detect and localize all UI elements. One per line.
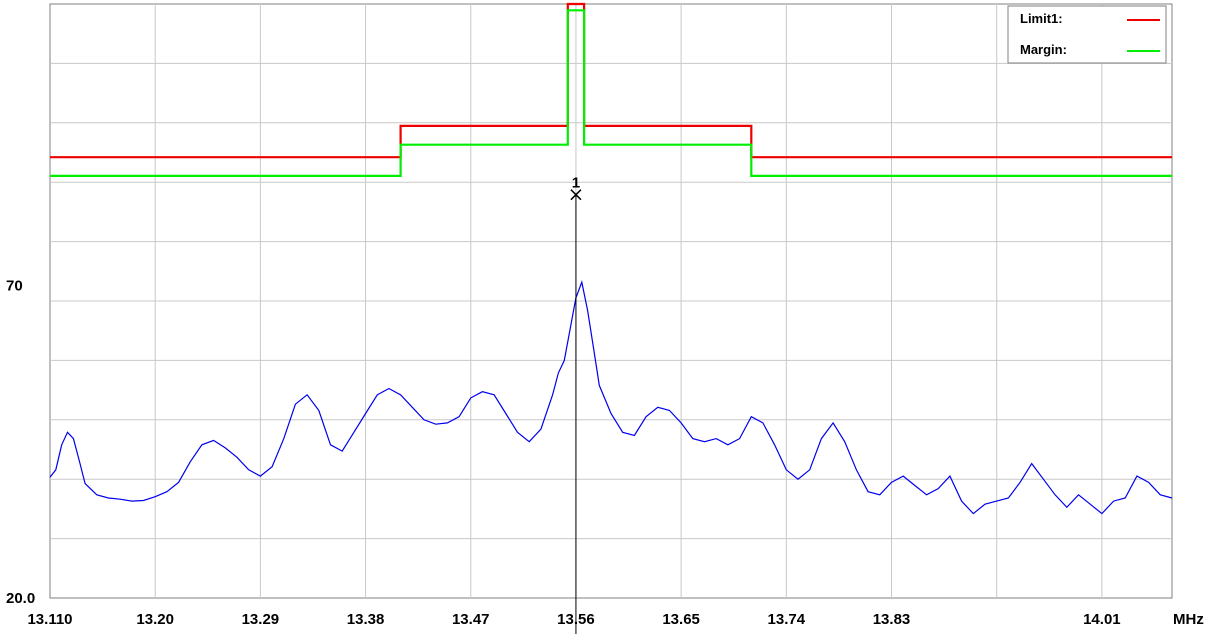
marker-cross [570, 189, 582, 201]
legend: Limit1: Margin: [1007, 5, 1167, 64]
series-line-0 [50, 2, 1172, 159]
x-tick-label: 13.29 [242, 611, 280, 628]
x-tick-label: 13.20 [136, 611, 174, 628]
x-axis-ticks: 13.110 13.20 13.29 13.38 13.47 13.56 13.65 13.7… [27, 611, 1120, 628]
x-tick-label: 13.56 [557, 611, 595, 628]
series-layer [49, 2, 1173, 515]
y-tick-label: 70 [6, 277, 23, 294]
series-line-1 [50, 9, 1172, 177]
x-axis-unit: MHz [1173, 611, 1204, 628]
x-tick-label: 13.47 [452, 611, 490, 628]
y-tick-label: 20.0 [6, 590, 35, 607]
x-tick-label: 13.65 [662, 611, 700, 628]
grid [50, 4, 1172, 598]
legend-label-limit1: Limit1: [1020, 11, 1063, 26]
x-tick-label: 13.83 [873, 611, 911, 628]
marker-label: 1 [572, 175, 580, 192]
y-axis-ticks: 70 20.0 [6, 277, 35, 607]
x-tick-label: 13.110 [27, 611, 72, 628]
legend-box [1007, 5, 1167, 64]
legend-label-margin: Margin: [1020, 42, 1067, 57]
x-tick-label: 13.74 [768, 611, 806, 628]
x-tick-label: 13.38 [347, 611, 385, 628]
marker-layer: 1 [570, 175, 582, 634]
x-tick-label: 14.01 [1083, 611, 1121, 628]
series-line-2 [49, 280, 1173, 515]
